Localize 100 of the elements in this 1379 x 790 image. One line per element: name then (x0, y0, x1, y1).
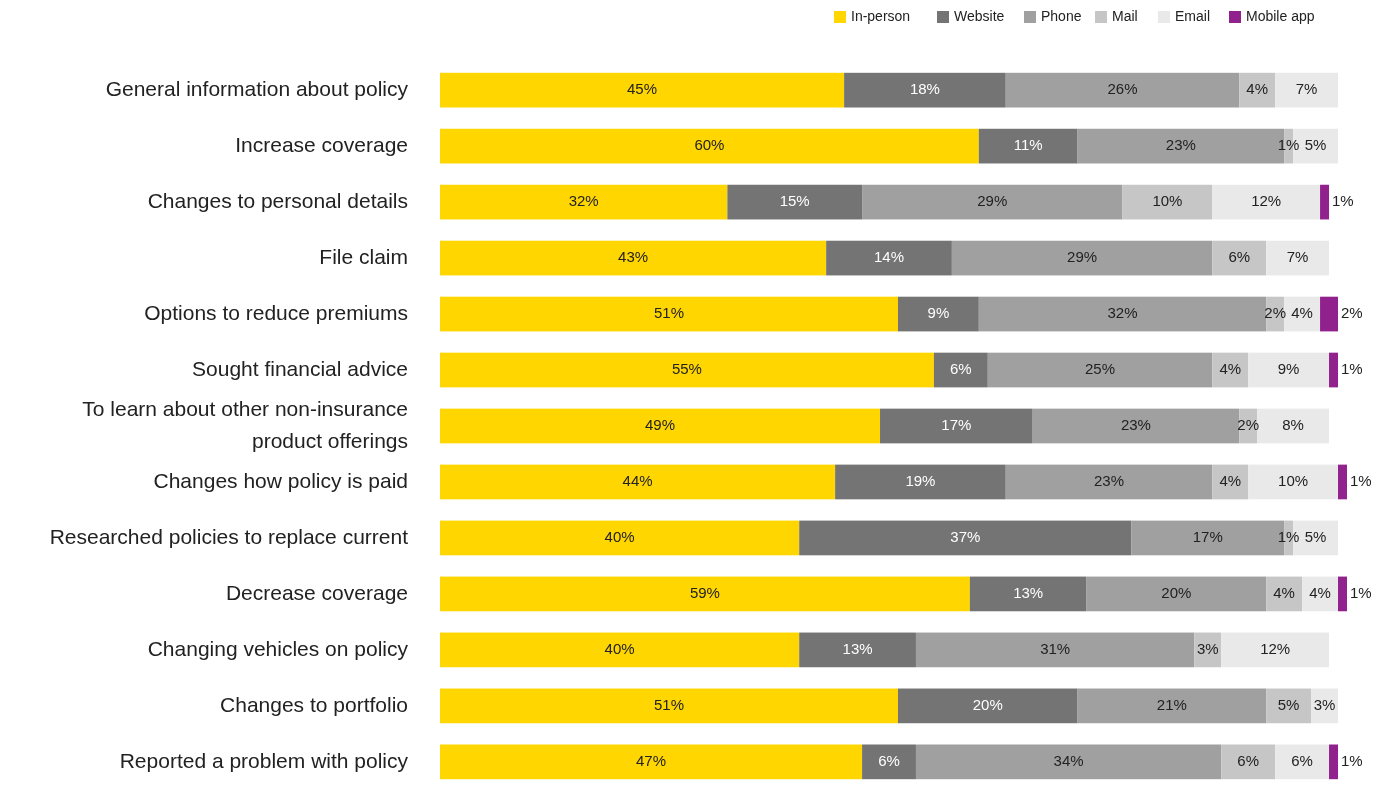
bar (1257, 408, 1330, 444)
data-label: 40% (604, 527, 635, 545)
data-label: 4% (1219, 359, 1242, 377)
data-label: 2% (1237, 415, 1260, 433)
data-label: 59% (689, 583, 720, 601)
data-label: 37% (950, 527, 981, 545)
data-label: 7% (1295, 80, 1318, 98)
data-label: 5% (1304, 527, 1327, 545)
y-tick-label: Reported a problem with policy (119, 748, 409, 772)
bar (862, 184, 1123, 220)
data-label: 17% (1192, 527, 1223, 545)
bar (440, 240, 827, 276)
data-label: 19% (905, 471, 936, 489)
bar (1212, 184, 1321, 220)
data-label: 6% (950, 359, 972, 377)
data-label: 32% (1107, 304, 1138, 322)
data-label: 23% (1094, 471, 1125, 489)
bar (897, 296, 979, 332)
bar (1086, 576, 1267, 612)
data-label: 29% (1067, 248, 1098, 266)
data-label: 60% (694, 136, 725, 154)
bar (880, 408, 1033, 444)
legend-label: Mobile app (1246, 7, 1315, 24)
data-label: 9% (1277, 359, 1300, 377)
data-label: 34% (1053, 751, 1084, 769)
bar (440, 408, 881, 444)
bar (440, 352, 934, 388)
bar (987, 352, 1213, 388)
data-label: 1% (1332, 192, 1354, 210)
data-label: 55% (671, 359, 702, 377)
data-label: 1% (1350, 583, 1372, 601)
bar (978, 128, 1078, 164)
bar (1275, 744, 1330, 780)
bar (440, 744, 863, 780)
data-label: 40% (604, 639, 635, 657)
data-label: 8% (1282, 415, 1304, 433)
data-label: 6% (1291, 751, 1313, 769)
data-label: 51% (653, 304, 685, 322)
bar (440, 72, 845, 108)
data-label: 25% (1085, 359, 1116, 377)
y-tick-label: Decrease coverage (225, 580, 408, 604)
bar (440, 520, 800, 556)
data-label: 9% (927, 304, 950, 322)
bar (440, 688, 898, 724)
y-tick-label: Sought financial advice (192, 356, 408, 380)
data-label: 29% (977, 192, 1008, 210)
data-label: 1% (1350, 471, 1372, 489)
y-tick-label: To learn about other non-insurance product offerings (82, 396, 408, 452)
data-label: 2% (1264, 304, 1286, 322)
bar (933, 352, 988, 388)
data-label: 4% (1246, 80, 1269, 98)
legend-label: In-person (851, 7, 911, 24)
data-label: 6% (878, 751, 900, 769)
bar (1338, 576, 1347, 612)
data-label: 20% (972, 695, 1003, 713)
bar (1212, 240, 1267, 276)
y-tick-label: Researched policies to replace current (49, 524, 409, 548)
data-label: 5% (1304, 136, 1327, 154)
data-label: 6% (1228, 248, 1251, 266)
data-label: 12% (1260, 639, 1291, 657)
bar (1338, 464, 1347, 500)
data-label: 7% (1286, 248, 1309, 266)
bar (1005, 72, 1240, 108)
y-tick-label: Changing vehicles on policy (147, 636, 409, 660)
bar (951, 240, 1213, 276)
bar (1248, 464, 1339, 500)
data-label: 4% (1291, 304, 1313, 322)
data-label: 10% (1278, 471, 1309, 489)
data-label: 12% (1251, 192, 1282, 210)
data-label: 5% (1277, 695, 1300, 713)
data-label: 45% (627, 80, 658, 98)
data-label: 4% (1219, 471, 1242, 489)
data-label: 3% (1196, 639, 1219, 657)
data-label: 1% (1341, 359, 1363, 377)
data-label: 2% (1341, 304, 1363, 322)
bar (799, 632, 916, 668)
data-label: 13% (842, 639, 873, 657)
bar (1320, 296, 1339, 332)
bar (1266, 240, 1330, 276)
bar (1005, 464, 1213, 500)
legend-label: Phone (1041, 7, 1082, 24)
data-label: 23% (1165, 136, 1196, 154)
data-label: 4% (1273, 583, 1295, 601)
data-label: 26% (1107, 80, 1138, 98)
data-label: 4% (1309, 583, 1331, 601)
bar (978, 296, 1267, 332)
bar (969, 576, 1087, 612)
data-label: 1% (1277, 136, 1300, 154)
bar (440, 632, 800, 668)
bar (1221, 632, 1330, 668)
bar (897, 688, 1078, 724)
bar (826, 240, 952, 276)
y-tick-label: General information about policy (105, 76, 409, 100)
bar (915, 744, 1222, 780)
data-label: 1% (1341, 751, 1363, 769)
y-tick-label: Increase coverage (235, 132, 408, 156)
data-label: 23% (1120, 415, 1151, 433)
data-label: 1% (1277, 527, 1300, 545)
y-tick-label: File claim (319, 244, 408, 268)
data-label: 15% (779, 192, 810, 210)
